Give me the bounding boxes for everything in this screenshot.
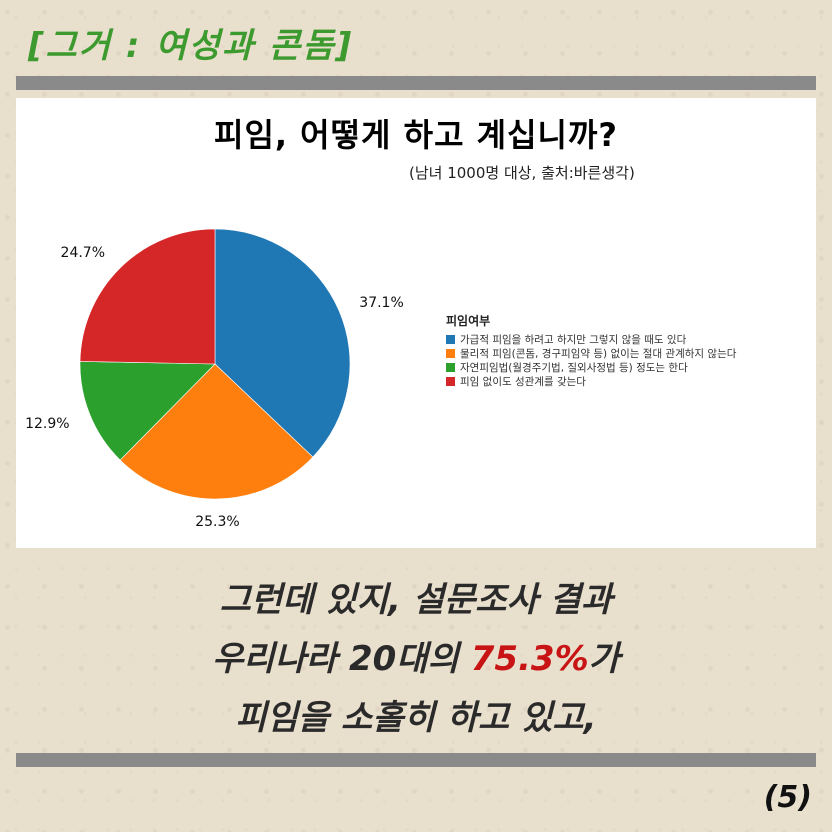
legend-label: 가급적 피임을 하려고 하지만 그렇지 않을 때도 있다: [460, 333, 687, 346]
section-title: [그거 : 여성과 콘돔]: [28, 26, 354, 66]
page-number: (5): [763, 780, 812, 815]
legend-label: 피임 없이도 성관계를 갖는다: [460, 375, 586, 388]
caption-line-2: 우리나라 20대의 75.3%가: [0, 631, 832, 680]
legend-swatch: [446, 362, 455, 372]
caption-line-1: 그런데 있지, 설문조사 결과: [219, 580, 613, 620]
caption-line-3: 피임을 소홀히 하고 있고,: [235, 698, 597, 738]
chart-title: 피임, 어떻게 하고 계십니까?: [214, 116, 618, 154]
pie-chart: 37.1% 25.3% 12.9% 24.7%: [25, 228, 404, 530]
bottom-divider-bar: [16, 753, 816, 767]
pie-slice: [214, 228, 351, 458]
legend-item: 가급적 피임을 하려고 하지만 그렇지 않을 때도 있다: [446, 332, 736, 346]
caption-highlight-percent: 75.3%: [470, 639, 589, 679]
caption-line-2-prefix: 우리나라 20대의: [212, 639, 471, 679]
pie-slice-label: 12.9%: [25, 416, 69, 432]
pie-slice-label: 25.3%: [195, 514, 239, 530]
chart-legend: 피임여부 가급적 피임을 하려고 하지만 그렇지 않을 때도 있다 물리적 피임…: [446, 312, 736, 388]
legend-swatch: [446, 348, 455, 358]
pie-slice-label: 37.1%: [359, 295, 403, 311]
pie-slice-label: 24.7%: [61, 245, 105, 261]
legend-swatch: [446, 334, 455, 344]
pie-slice: [79, 228, 216, 365]
legend-item: 피임 없이도 성관계를 갖는다: [446, 374, 736, 388]
pie-slice: [119, 363, 314, 500]
chart-subtitle: (남녀 1000명 대상, 출처:바른생각): [409, 164, 635, 182]
legend-item: 자연피임법(월경주기법, 질외사정법 등) 정도는 한다: [446, 360, 736, 374]
legend-label: 물리적 피임(콘돔, 경구피임약 등) 없이는 절대 관계하지 않는다: [460, 347, 737, 360]
caption-line-2-suffix: 가: [588, 639, 620, 679]
legend-swatch: [446, 376, 455, 386]
pie-slice: [79, 361, 216, 461]
top-divider-bar: [16, 76, 816, 90]
legend-item: 물리적 피임(콘돔, 경구피임약 등) 없이는 절대 관계하지 않는다: [446, 346, 736, 360]
legend-label: 자연피임법(월경주기법, 질외사정법 등) 정도는 한다: [460, 361, 688, 374]
chart-panel: 피임, 어떻게 하고 계십니까? (남녀 1000명 대상, 출처:바른생각) …: [16, 98, 816, 548]
legend-title: 피임여부: [446, 314, 491, 328]
